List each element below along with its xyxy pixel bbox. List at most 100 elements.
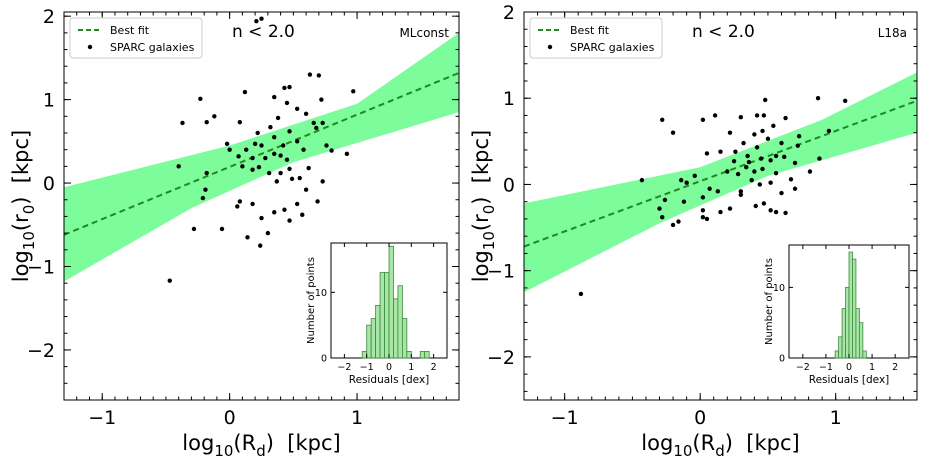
galaxy-point: [344, 151, 350, 157]
galaxy-point: [704, 216, 710, 222]
y-tick-label: 0: [43, 173, 55, 195]
galaxy-point: [237, 119, 243, 125]
y-tick-label: −1: [487, 261, 515, 283]
galaxy-point: [176, 164, 181, 169]
galaxy-point: [287, 129, 292, 134]
x-tick-label: −1: [88, 407, 116, 429]
galaxy-point: [753, 203, 758, 209]
galaxy-point: [758, 156, 764, 161]
left-panel: −1 0 1 −2 −1 0 1 2 log10(Rd) [kpc] log10(r0) [kpc…: [9, 6, 460, 460]
histogram-bar: [397, 285, 403, 359]
galaxy-point: [712, 113, 718, 118]
galaxy-point: [807, 169, 813, 174]
galaxy-point: [287, 166, 292, 172]
inset-x-tick-label: −2: [796, 362, 810, 373]
galaxy-point: [760, 166, 765, 172]
histogram-bar: [855, 308, 860, 359]
inset-x-tick-label: −2: [337, 362, 351, 373]
x-tick-label: −1: [551, 407, 579, 429]
galaxy-point: [795, 143, 800, 148]
n-threshold-annotation: n < 2.0: [232, 22, 295, 42]
galaxy-point: [266, 170, 272, 176]
galaxy-point: [240, 164, 245, 169]
galaxy-point: [250, 201, 255, 207]
galaxy-point: [282, 207, 287, 212]
inset-y-tick-label: 10: [315, 288, 327, 299]
galaxy-point: [676, 219, 681, 224]
inset-x-tick-label: 2: [892, 362, 898, 373]
x-axis-label: log10(Rd) [kpc]: [641, 431, 799, 460]
galaxy-point: [660, 215, 665, 220]
galaxy-point: [315, 199, 320, 204]
galaxy-point: [746, 159, 752, 165]
galaxy-point: [306, 165, 311, 171]
galaxy-point: [242, 89, 248, 95]
y-tick-label: −2: [487, 347, 515, 369]
histogram-bar: [388, 245, 394, 359]
galaxy-point: [826, 128, 832, 134]
galaxy-point: [212, 114, 217, 119]
galaxy-point: [779, 190, 784, 196]
y-tick-label: 0: [503, 174, 515, 196]
histogram-bar: [858, 322, 864, 359]
galaxy-point: [741, 140, 746, 146]
galaxy-point: [311, 120, 316, 126]
galaxy-point: [771, 123, 776, 129]
galaxy-point: [236, 154, 241, 159]
galaxy-point: [700, 117, 706, 122]
galaxy-point: [289, 176, 295, 182]
galaxy-point: [700, 208, 706, 213]
plot-frame: [523, 11, 918, 401]
galaxy-point: [200, 195, 206, 201]
galaxy-point: [725, 169, 730, 174]
histogram-bar: [401, 318, 408, 359]
inset-x-tick-label: −1: [360, 362, 374, 373]
galaxy-point: [773, 153, 779, 159]
galaxy-point: [265, 230, 271, 236]
galaxy-point: [796, 133, 802, 139]
legend-points-label: SPARC galaxies: [110, 41, 195, 54]
inset-x-label: Residuals [dex]: [809, 374, 890, 386]
galaxy-point: [733, 149, 738, 154]
galaxy-point: [227, 147, 232, 152]
galaxy-point: [275, 115, 281, 121]
galaxy-point: [294, 139, 300, 144]
inset-y-label: Number of points: [306, 257, 317, 344]
galaxy-point: [244, 147, 249, 152]
galaxy-point: [815, 96, 821, 101]
galaxy-point: [272, 151, 277, 157]
galaxy-point: [254, 18, 259, 24]
histogram-bar: [424, 351, 430, 359]
galaxy-point: [235, 204, 240, 209]
galaxy-point: [738, 189, 744, 194]
galaxy-point: [700, 195, 706, 200]
plot-frame: [63, 11, 460, 401]
galaxy-point: [272, 210, 277, 215]
galaxy-point: [272, 134, 277, 140]
galaxy-point: [294, 106, 300, 111]
legend: [69, 17, 203, 59]
galaxy-point: [735, 171, 741, 177]
galaxy-point: [738, 114, 744, 120]
galaxy-point: [263, 155, 268, 161]
x-tick-label: 1: [830, 407, 842, 429]
galaxy-point: [198, 96, 203, 101]
histogram-bar: [384, 272, 390, 359]
galaxy-point: [303, 187, 309, 192]
histogram-bar: [375, 305, 381, 359]
galaxy-point: [284, 157, 290, 162]
histogram-bar: [379, 272, 385, 359]
galaxy-point: [301, 147, 306, 152]
galaxy-point: [752, 132, 757, 137]
galaxy-point: [768, 208, 773, 213]
legend-points-swatch: [547, 44, 553, 50]
histogram-bar: [848, 251, 853, 359]
histogram-bar: [852, 258, 857, 359]
galaxy-point: [284, 100, 290, 106]
galaxy-point: [316, 73, 322, 78]
galaxy-point: [237, 199, 243, 204]
galaxy-point: [718, 209, 723, 215]
galaxy-point: [754, 145, 760, 150]
galaxy-point: [259, 215, 264, 221]
